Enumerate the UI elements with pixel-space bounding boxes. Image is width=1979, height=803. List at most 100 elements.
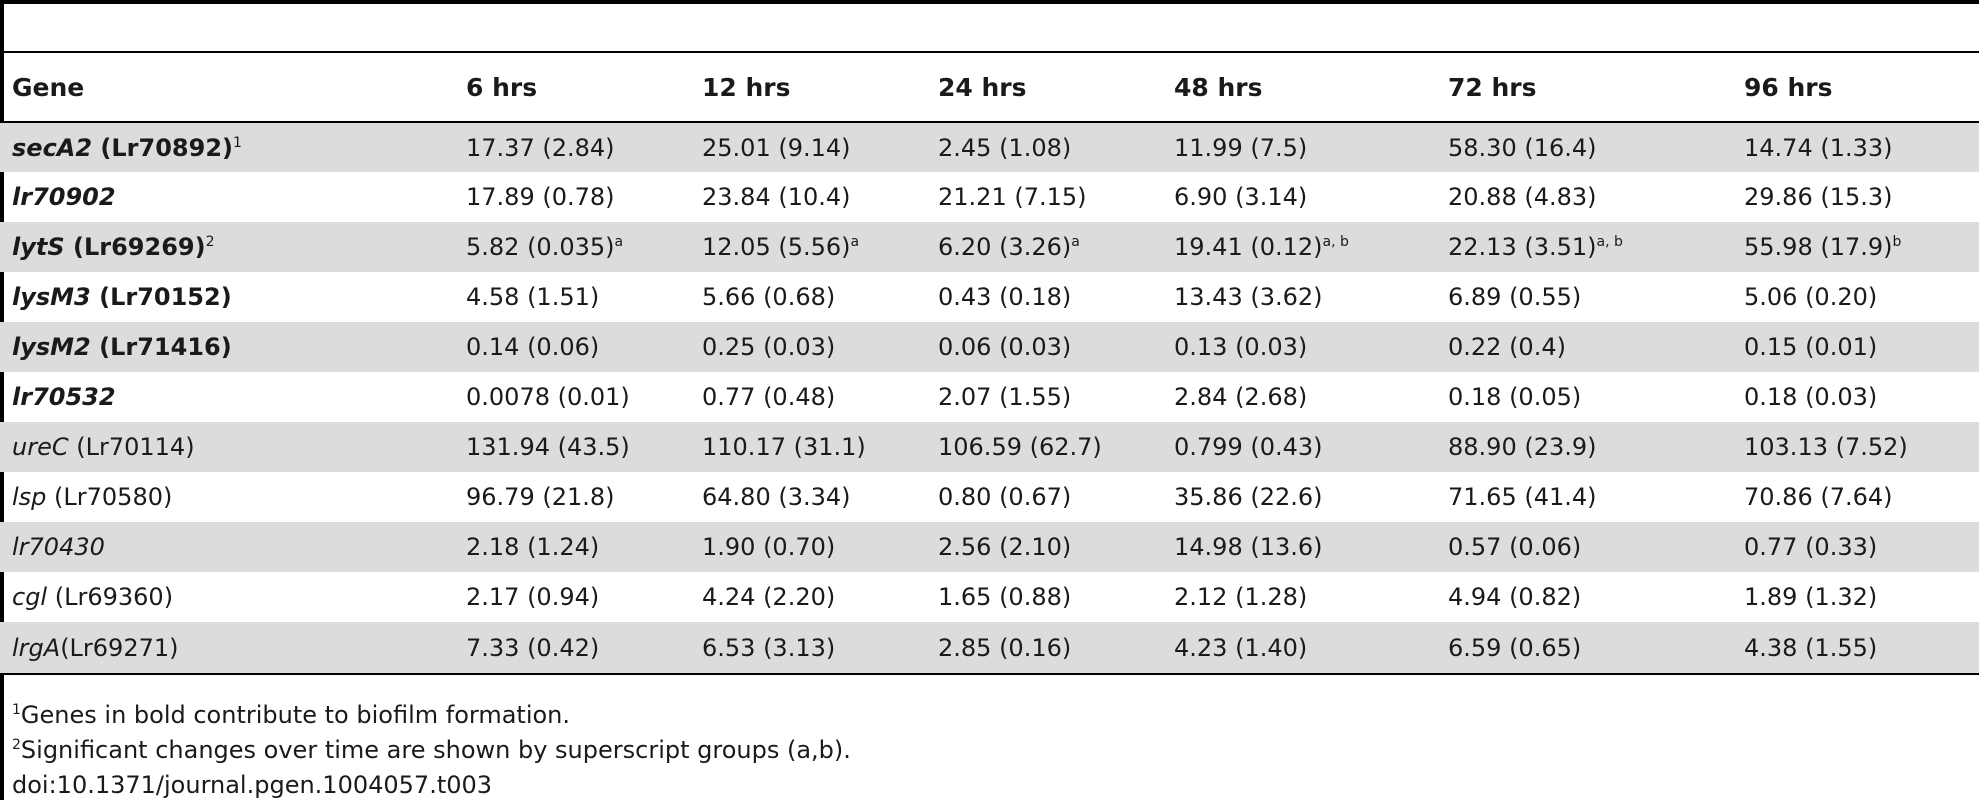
value-cell: 17.89 (0.78) xyxy=(466,172,702,222)
value-text: 2.45 (1.08) xyxy=(938,133,1072,162)
value-text: 2.12 (1.28) xyxy=(1174,583,1308,611)
gene-name: lr70430 xyxy=(12,533,105,561)
value-text: 0.15 (0.01) xyxy=(1744,333,1878,361)
header-72-hrs: 72 hrs xyxy=(1448,72,1537,102)
value-text: 1.89 (1.32) xyxy=(1744,583,1878,611)
value-text: 0.25 (0.03) xyxy=(702,333,836,361)
table-row: lysM3 (Lr70152) 4.58 (1.51) 5.66 (0.68) 0.4… xyxy=(0,272,1979,322)
value-cell: 4.38 (1.55) xyxy=(1744,622,1979,674)
gene-expression-table: Gene 6 hrs 12 hrs 24 hrs 48 hrs 72 hrs 9… xyxy=(0,51,1979,675)
gene-footnote-marker: 1 xyxy=(232,134,242,151)
value-cell: 13.43 (3.62) xyxy=(1174,272,1448,322)
value-text: 17.89 (0.78) xyxy=(466,183,615,211)
value-text: 6.20 (3.26) xyxy=(938,233,1072,261)
value-cell: 0.77 (0.48) xyxy=(702,372,938,422)
table-row: lr70532 0.0078 (0.01) 0.77 (0.48) 2.07 (1.5… xyxy=(0,372,1979,422)
value-cell: 6.89 (0.55) xyxy=(1448,272,1744,322)
value-text: 6.53 (3.13) xyxy=(702,633,836,662)
value-cell: 2.17 (0.94) xyxy=(466,572,702,622)
value-cell: 5.82 (0.035)a xyxy=(466,222,702,272)
gene-locus: (Lr70152) xyxy=(90,283,232,311)
header-6-hrs: 6 hrs xyxy=(466,72,538,102)
value-cell: 4.23 (1.40) xyxy=(1174,622,1448,674)
table-row: lr70902 17.89 (0.78) 23.84 (10.4) 21.21 (7.… xyxy=(0,172,1979,222)
value-text: 23.84 (10.4) xyxy=(702,183,851,211)
value-cell: 2.07 (1.55) xyxy=(938,372,1174,422)
value-cell: 12.05 (5.56)a xyxy=(702,222,938,272)
gene-name: lr70902 xyxy=(12,183,116,211)
value-text: 1.65 (0.88) xyxy=(938,583,1072,611)
gene-locus: (Lr70580) xyxy=(46,483,173,511)
value-text: 2.84 (2.68) xyxy=(1174,383,1308,411)
value-text: 106.59 (62.7) xyxy=(938,433,1102,461)
gene-name: secA2 xyxy=(12,133,93,162)
value-cell: 96.79 (21.8) xyxy=(466,472,702,522)
gene-cell: lr70532 xyxy=(0,372,466,422)
table-row: lsp (Lr70580) 96.79 (21.8) 64.80 (3.34) 0.8… xyxy=(0,472,1979,522)
value-cell: 70.86 (7.64) xyxy=(1744,472,1979,522)
value-text: 2.85 (0.16) xyxy=(938,633,1072,662)
value-text: 0.13 (0.03) xyxy=(1174,333,1308,361)
value-text: 4.23 (1.40) xyxy=(1174,633,1308,662)
value-text: 2.56 (2.10) xyxy=(938,533,1072,561)
value-cell: 25.01 (9.14) xyxy=(702,122,938,172)
value-cell: 0.18 (0.05) xyxy=(1448,372,1744,422)
value-cell: 14.74 (1.33) xyxy=(1744,122,1979,172)
value-text: 0.18 (0.05) xyxy=(1448,383,1582,411)
value-text: 20.88 (4.83) xyxy=(1448,183,1597,211)
significance-group: a, b xyxy=(1322,234,1349,250)
value-cell: 4.58 (1.51) xyxy=(466,272,702,322)
gene-cell: ureC (Lr70114) xyxy=(0,422,466,472)
value-text: 13.43 (3.62) xyxy=(1174,283,1323,311)
table-row: lysM2 (Lr71416) 0.14 (0.06) 0.25 (0.03) 0.0… xyxy=(0,322,1979,372)
value-text: 25.01 (9.14) xyxy=(702,133,851,162)
gene-cell: lytS (Lr69269)2 xyxy=(0,222,466,272)
header-96-hrs: 96 hrs xyxy=(1744,72,1833,102)
value-cell: 55.98 (17.9)b xyxy=(1744,222,1979,272)
footnote-text: doi:10.1371/journal.pgen.1004057.t003 xyxy=(12,771,493,799)
value-cell: 88.90 (23.9) xyxy=(1448,422,1744,472)
value-text: 0.18 (0.03) xyxy=(1744,383,1878,411)
value-text: 0.0078 (0.01) xyxy=(466,383,630,411)
footnote-line: 1Genes in bold contribute to biofilm for… xyxy=(12,698,851,733)
value-cell: 35.86 (22.6) xyxy=(1174,472,1448,522)
value-text: 5.06 (0.20) xyxy=(1744,283,1878,311)
value-text: 2.17 (0.94) xyxy=(466,583,600,611)
value-text: 70.86 (7.64) xyxy=(1744,483,1893,511)
value-text: 14.74 (1.33) xyxy=(1744,133,1893,162)
table-row: cgl (Lr69360) 2.17 (0.94) 4.24 (2.20) 1.65 … xyxy=(0,572,1979,622)
gene-name: lr70532 xyxy=(12,383,116,411)
gene-cell: lsp (Lr70580) xyxy=(0,472,466,522)
value-text: 22.13 (3.51) xyxy=(1448,233,1597,261)
value-text: 71.65 (41.4) xyxy=(1448,483,1597,511)
gene-locus: (Lr70892) xyxy=(92,133,233,162)
value-text: 0.43 (0.18) xyxy=(938,283,1072,311)
footnote-text: Significant changes over time are shown … xyxy=(20,736,851,764)
gene-locus: (Lr69360) xyxy=(47,583,174,611)
significance-group: a xyxy=(850,234,860,250)
value-text: 6.89 (0.55) xyxy=(1448,283,1582,311)
value-cell: 2.18 (1.24) xyxy=(466,522,702,572)
value-cell: 5.06 (0.20) xyxy=(1744,272,1979,322)
table-row: lr70430 2.18 (1.24) 1.90 (0.70) 2.56 (2.10)… xyxy=(0,522,1979,572)
value-cell: 110.17 (31.1) xyxy=(702,422,938,472)
value-text: 12.05 (5.56) xyxy=(702,233,851,261)
value-text: 4.58 (1.51) xyxy=(466,283,600,311)
value-cell: 64.80 (3.34) xyxy=(702,472,938,522)
value-text: 96.79 (21.8) xyxy=(466,483,615,511)
value-cell: 5.66 (0.68) xyxy=(702,272,938,322)
value-cell: 1.65 (0.88) xyxy=(938,572,1174,622)
value-cell: 0.77 (0.33) xyxy=(1744,522,1979,572)
value-cell: 1.89 (1.32) xyxy=(1744,572,1979,622)
value-cell: 17.37 (2.84) xyxy=(466,122,702,172)
value-cell: 0.57 (0.06) xyxy=(1448,522,1744,572)
value-cell: 0.13 (0.03) xyxy=(1174,322,1448,372)
header-48-hrs: 48 hrs xyxy=(1174,72,1263,102)
value-text: 0.80 (0.67) xyxy=(938,483,1072,511)
value-cell: 2.12 (1.28) xyxy=(1174,572,1448,622)
gene-name: lysM3 xyxy=(12,283,91,311)
value-cell: 11.99 (7.5) xyxy=(1174,122,1448,172)
value-text: 11.99 (7.5) xyxy=(1174,133,1308,162)
table-row: lytS (Lr69269)2 5.82 (0.035)a 12.05 (5.56)… xyxy=(0,222,1979,272)
value-cell: 4.24 (2.20) xyxy=(702,572,938,622)
